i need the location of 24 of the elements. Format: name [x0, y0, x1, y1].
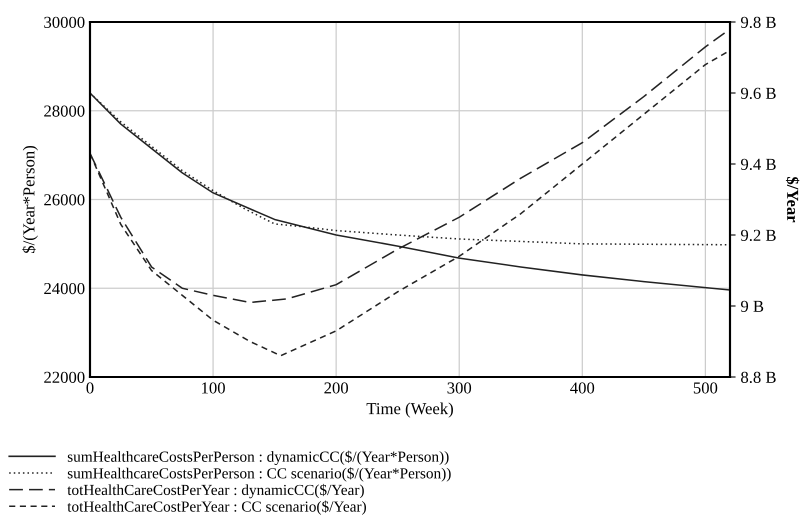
- x-tick-label: 400: [570, 382, 594, 394]
- y2-tick-label: 9.2 B: [740, 230, 776, 242]
- y-tick-label: 26000: [44, 194, 85, 206]
- y2-tick-label: 9.6 B: [740, 88, 776, 100]
- y2-tick-label: 9.8 B: [740, 16, 776, 28]
- y-tick-label: 24000: [44, 282, 85, 294]
- y-axis-title: $/(Year*Person): [22, 146, 38, 254]
- legend-label: totHealthCareCostPerYear : CC scenario($/Year): [67, 500, 366, 515]
- y2-tick-label: 8.8 B: [741, 372, 776, 384]
- y2-tick-label: 9 B: [740, 300, 764, 312]
- legend-label: sumHealthcareCostsPerPerson : dynamicCC($/(Year*Person)): [68, 450, 449, 465]
- x-tick-label: 100: [202, 382, 225, 394]
- y2-axis-title: $/Year: [786, 176, 800, 222]
- legend-label: totHealthCareCostPerYear : dynamicCC($/Year): [67, 484, 364, 498]
- x-tick-label: 0: [86, 382, 94, 394]
- x-axis-title: Time (Week): [366, 402, 453, 418]
- x-tick-label: 200: [324, 382, 348, 394]
- y-tick-label: 28000: [44, 105, 85, 117]
- y-tick-label: 22000: [44, 372, 85, 383]
- y-tick-label: 30000: [44, 16, 85, 28]
- x-tick-label: 500: [694, 382, 718, 394]
- legend-label: sumHealthcareCostsPerPerson : CC scenario($/(Year*Person)): [68, 467, 451, 482]
- y2-tick-label: 9.4 B: [740, 158, 776, 170]
- x-tick-label: 300: [448, 382, 472, 394]
